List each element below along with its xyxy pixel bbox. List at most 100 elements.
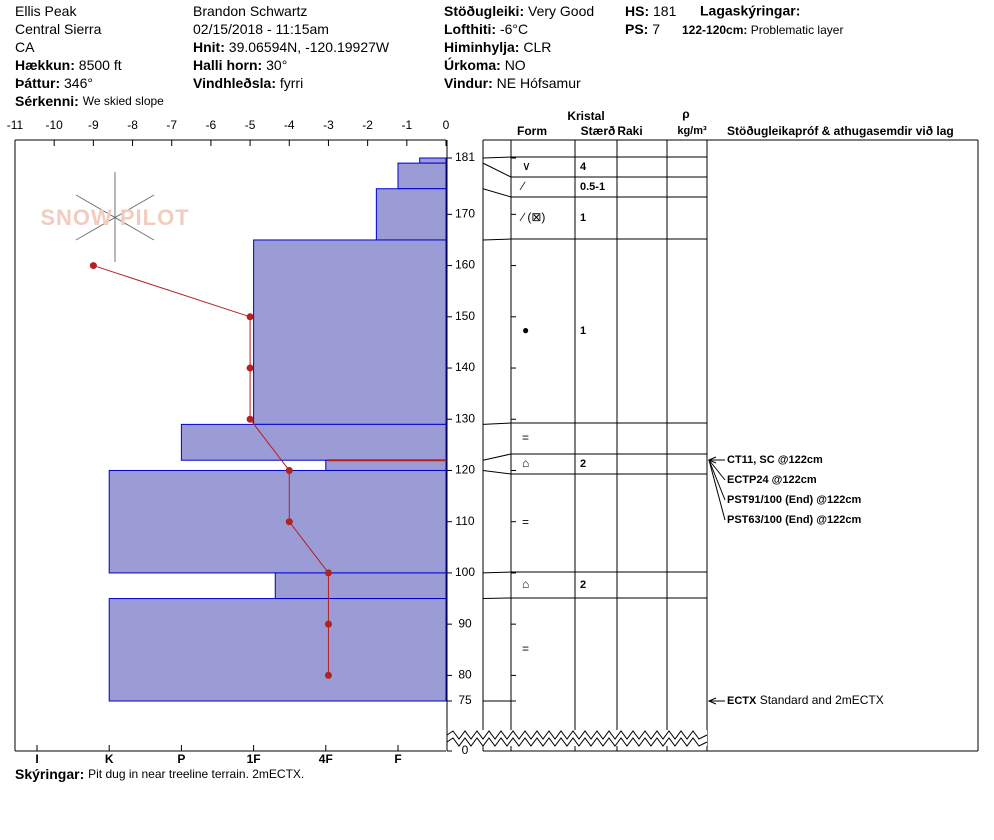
layer-connector [482, 162, 512, 178]
field-label: Sérkenni: [15, 93, 79, 109]
flake-arm [75, 194, 155, 241]
field-value: fyrri [280, 75, 303, 91]
break-zigzag [446, 730, 708, 740]
field-label: Úrkoma: [444, 56, 501, 73]
field-label: PS: [625, 21, 648, 37]
field-value: 8500 ft [79, 57, 122, 73]
temperature-point [89, 262, 97, 270]
table-header: Kristal [567, 109, 604, 123]
table-header: Raki [617, 124, 642, 138]
hardness-bar [108, 469, 447, 574]
crystal-form: ⌂ [522, 456, 529, 470]
field-value: CA [15, 39, 35, 55]
field-value: Ellis Peak [15, 3, 77, 19]
y-tick-label: 160 [455, 258, 475, 272]
field-label: Lofthiti: [444, 21, 496, 37]
stability-test: ECTP24 @122cm [727, 474, 817, 486]
y-tick-label: 150 [455, 309, 475, 323]
test-arrow [708, 459, 726, 481]
field-value: 346° [64, 75, 93, 91]
x-tick-label: -2 [362, 118, 373, 132]
x-tick-label: -3 [323, 118, 334, 132]
header-field: Brandon Schwartz [193, 3, 307, 19]
crystal-form: ∕ (⊠) [519, 210, 545, 224]
crystal-form: ● [522, 323, 529, 337]
hardness-tick-label: I [35, 752, 38, 766]
header-field: Stöðugleiki: Very Good [444, 3, 594, 19]
crystal-size: 4 [580, 161, 587, 173]
field-label: Stöðugleiki: [444, 3, 524, 19]
x-tick-label: -7 [166, 118, 177, 132]
note-value: Problematic layer [751, 23, 844, 37]
notes-title: Lagaskýringar: [700, 3, 800, 19]
temperature-point [246, 313, 254, 321]
header-field: Vindhleðsla: fyrri [193, 75, 303, 91]
temperature-point [246, 364, 254, 372]
y-tick-label: 75 [458, 693, 472, 707]
footer-value: Pit dug in near treeline terrain. 2mECTX… [88, 767, 304, 781]
header-field: Hnit: 39.06594N, -120.19927W [193, 39, 390, 55]
y-tick-label: 181 [455, 150, 475, 164]
header-field: Ellis Peak [15, 3, 77, 19]
layer-connector [482, 238, 512, 241]
hardness-bar [419, 157, 447, 164]
y-tick-label: 90 [458, 616, 472, 630]
logo-text: SNOW PILOT [40, 205, 189, 230]
crystal-size: 1 [580, 325, 586, 337]
crystal-form: ⌂ [522, 577, 529, 591]
x-tick-label: -10 [46, 118, 64, 132]
note-label: 122-120cm: [682, 23, 747, 37]
arrow-head [707, 456, 717, 464]
layer-connector [482, 422, 512, 425]
break-zigzag [446, 737, 708, 747]
layer-connector [482, 156, 512, 159]
temperature-point [324, 569, 332, 577]
table-header: Stöðugleikapróf & athugasemdir við lag [727, 124, 954, 138]
field-value: We skied slope [83, 94, 164, 108]
stability-test: ECTX Standard and 2mECTX [727, 693, 884, 707]
temperature-point [324, 671, 332, 679]
layer-note: 122-120cm: Problematic layer [682, 23, 843, 37]
temperature-point [246, 415, 254, 423]
y-tick-label: 100 [455, 565, 475, 579]
crystal-form: = [522, 515, 529, 529]
layer-connector [482, 571, 512, 574]
table-header: kg/m³ [677, 125, 707, 137]
y-tick-label: 0 [462, 743, 469, 757]
hardness-tick-label: 4F [319, 752, 333, 766]
field-value: -6°C [500, 21, 528, 37]
field-value: Central Sierra [15, 21, 102, 37]
test-label: ECTX [727, 695, 757, 707]
y-tick-label: 120 [455, 463, 475, 477]
crystal-size: 1 [580, 212, 586, 224]
hardness-tick-label: 1F [247, 752, 261, 766]
header-field: HS: 181 [625, 3, 677, 19]
field-label: Vindur: [444, 75, 493, 91]
hardness-bar [375, 188, 447, 241]
x-tick-label: -5 [245, 118, 256, 132]
y-tick-label: 140 [455, 360, 475, 374]
footer-note: Skýringar: Pit dug in near treeline terr… [15, 766, 304, 782]
hardness-tick-label: F [394, 752, 401, 766]
crystal-form: ∨ [522, 159, 531, 173]
y-tick-label: 130 [455, 411, 475, 425]
header-field: Hækkun: 8500 ft [15, 57, 122, 73]
hardness-bar [274, 572, 447, 600]
temperature-point [285, 466, 293, 474]
header-field: Himinhylja: CLR [444, 39, 551, 55]
x-tick-label: 0 [443, 118, 450, 132]
field-label: Hnit: [193, 39, 225, 55]
header-field: Lofthiti: -6°C [444, 21, 528, 37]
table-header: ρ [682, 107, 689, 121]
table-header: Form [517, 124, 547, 138]
hardness-tick-label: P [177, 752, 185, 766]
field-label: Hækkun: [15, 57, 75, 73]
crystal-size: 2 [580, 579, 586, 591]
test-arrow [708, 459, 726, 521]
field-value: Brandon Schwartz [193, 3, 307, 19]
hardness-bar [108, 598, 447, 702]
header-field: 02/15/2018 - 11:15am [193, 21, 329, 37]
x-tick-label: -4 [284, 118, 295, 132]
x-tick-label: -11 [7, 118, 24, 132]
field-label: Þáttur: [15, 75, 60, 91]
